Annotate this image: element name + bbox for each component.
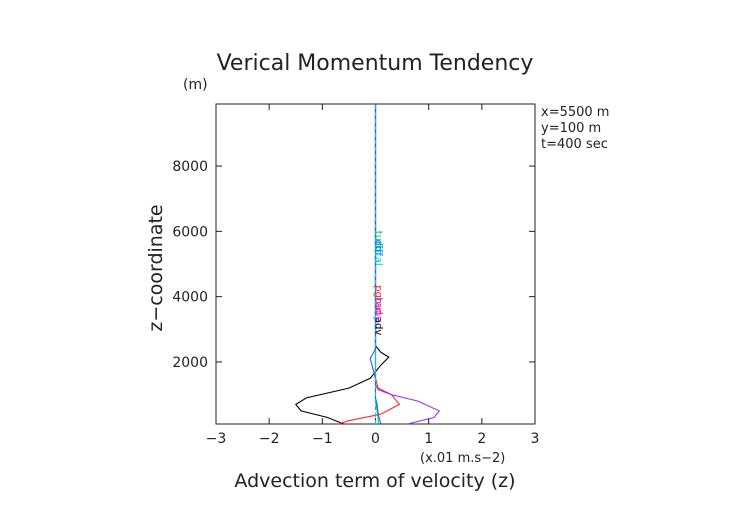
series-buoy-label: buoy <box>373 297 384 322</box>
axis-ticks: −3 −2 −1 0 1 2 3 2000 4000 6000 8000 <box>172 104 539 447</box>
y-axis-unit: (m) <box>183 77 208 93</box>
y-axis-label: z−coordinate <box>145 204 167 331</box>
chart-title: Verical Momentum Tendency <box>217 51 534 76</box>
x-tick-label: 3 <box>531 431 540 447</box>
series-pgrad-label: pgrad <box>373 285 384 314</box>
x-tick-label: 1 <box>424 431 433 447</box>
x-tick-label: −3 <box>206 431 227 447</box>
series-diff-label: diff <box>373 240 384 257</box>
series-total-label: total <box>373 243 384 266</box>
x-tick-label: 2 <box>477 431 486 447</box>
annotation-y: y=100 m <box>541 121 601 136</box>
series-turb-label: turb <box>373 231 384 252</box>
x-tick-label: 0 <box>371 431 380 447</box>
y-tick-label: 6000 <box>172 224 208 240</box>
x-tick-label: −2 <box>259 431 280 447</box>
x-axis-unit: (x.01 m.s−2) <box>420 451 505 466</box>
annotation-x: x=5500 m <box>541 105 609 120</box>
series-buoy-line <box>374 104 441 425</box>
x-axis-label: Advection term of velocity (z) <box>234 470 515 492</box>
y-tick-label: 2000 <box>172 355 208 371</box>
annotation-t: t=400 sec <box>541 137 608 152</box>
y-tick-label: 8000 <box>172 159 208 175</box>
series-pgrad-line <box>338 104 401 425</box>
series-adv-label: adv <box>373 317 384 335</box>
series-group <box>294 104 441 425</box>
y-tick-label: 4000 <box>172 290 208 306</box>
x-tick-label: −1 <box>312 431 333 447</box>
